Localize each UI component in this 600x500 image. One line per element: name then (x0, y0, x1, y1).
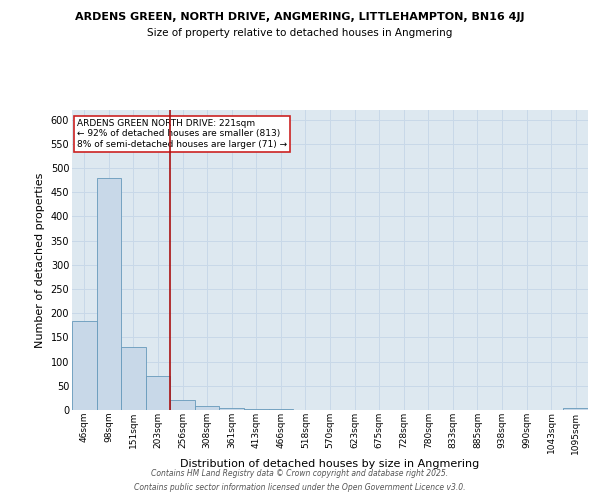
Text: ARDENS GREEN, NORTH DRIVE, ANGMERING, LITTLEHAMPTON, BN16 4JJ: ARDENS GREEN, NORTH DRIVE, ANGMERING, LI… (75, 12, 525, 22)
Bar (195, 406, 220, 410)
Bar (72, 322, 97, 410)
Y-axis label: Number of detached properties: Number of detached properties (35, 172, 45, 348)
Bar (121, 347, 146, 410)
Bar (97, 178, 121, 410)
Bar (269, 408, 293, 410)
Bar (170, 400, 195, 410)
Text: ARDENS GREEN NORTH DRIVE: 221sqm
← 92% of detached houses are smaller (813)
8% o: ARDENS GREEN NORTH DRIVE: 221sqm ← 92% o… (77, 119, 287, 149)
Bar (244, 408, 269, 410)
Text: Contains public sector information licensed under the Open Government Licence v3: Contains public sector information licen… (134, 484, 466, 492)
Text: Size of property relative to detached houses in Angmering: Size of property relative to detached ho… (148, 28, 452, 38)
Text: Contains HM Land Registry data © Crown copyright and database right 2025.: Contains HM Land Registry data © Crown c… (151, 468, 449, 477)
Bar (146, 376, 170, 410)
X-axis label: Distribution of detached houses by size in Angmering: Distribution of detached houses by size … (181, 459, 479, 469)
Bar (220, 408, 244, 410)
Bar (563, 408, 588, 410)
